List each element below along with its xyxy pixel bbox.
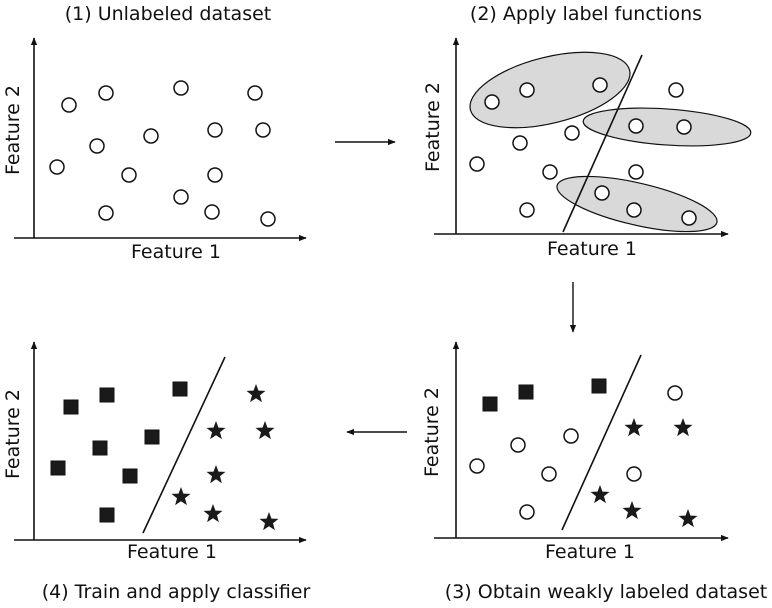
unlabeled-point-circle [519,82,535,98]
panel-4-separator-line [142,356,226,534]
unlabeled-point-circle [484,94,500,110]
class-a-point-square [99,507,115,523]
unlabeled-point-circle [512,135,528,151]
panel-2-y-label: Feature 2 [422,82,444,172]
class-b-point-star [624,418,644,437]
unlabeled-point-circle [628,118,644,134]
panel-weakly-labeled-dataset: Feature 1 Feature 2 (3) Obtain weakly la… [421,341,767,603]
unlabeled-point-circle [204,204,220,220]
unlabeled-point-circle [563,428,579,444]
unlabeled-point-circle [626,202,642,218]
class-a-point-square [144,429,160,445]
panel-3-separator-line [561,354,642,531]
unlabeled-point-circle [510,437,526,453]
panel-2-title: (2) Apply label functions [470,3,702,25]
class-a-point-square [482,396,498,412]
unlabeled-point-circle [541,466,557,482]
unlabeled-point-circle [98,85,114,101]
unlabeled-point-circle [681,210,697,226]
unlabeled-point-circle [260,211,276,227]
class-b-point-star [622,501,642,520]
panel-4-y-label: Feature 2 [2,389,24,479]
unlabeled-point-circle [667,385,683,401]
panel-3-title: (3) Obtain weakly labeled dataset [445,581,767,603]
unlabeled-point-circle [255,122,271,138]
label-function-region-1 [469,51,631,129]
unlabeled-point-circle [676,119,692,135]
unlabeled-point-circle [121,167,137,183]
label-function-region-2 [582,107,752,147]
unlabeled-point-circle [61,97,77,113]
unlabeled-point-circle [207,122,223,138]
class-b-point-star [246,384,266,403]
panel-1-x-label: Feature 1 [131,241,221,263]
unlabeled-point-circle [628,164,644,180]
unlabeled-point-circle [594,185,610,201]
panel-4-title: (4) Train and apply classifier [42,581,311,603]
unlabeled-point-circle [173,189,189,205]
class-a-point-square [518,384,534,400]
panel-4-points [50,381,279,531]
unlabeled-point-circle [469,156,485,172]
panel-apply-label-functions: (2) Apply label functions Feature 1 Feat… [422,3,752,260]
unlabeled-point-circle [143,128,159,144]
unlabeled-point-circle [98,205,114,221]
unlabeled-point-circle [173,80,189,96]
panel-2-separator-line [562,54,643,233]
unlabeled-point-circle [49,159,65,175]
class-a-point-square [92,440,108,456]
unlabeled-point-circle [89,138,105,154]
class-b-point-star [171,487,191,506]
panel-3-x-label: Feature 1 [545,541,635,563]
unlabeled-point-circle [592,77,608,93]
panel-4-x-label: Feature 1 [127,541,217,563]
class-a-point-square [172,381,188,397]
class-a-point-square [122,468,138,484]
panel-3-points [469,378,698,528]
class-b-point-star [206,465,226,484]
unlabeled-point-circle [519,504,535,520]
class-a-point-square [50,460,66,476]
panel-1-title: (1) Unlabeled dataset [65,3,271,25]
panel-1-points [49,80,276,227]
class-a-point-square [591,378,607,394]
class-b-point-star [206,421,226,440]
unlabeled-point-circle [668,82,684,98]
class-b-point-star [590,485,610,504]
class-a-point-square [63,399,79,415]
panel-unlabeled-dataset: (1) Unlabeled dataset Feature 1 Feature … [2,3,307,263]
unlabeled-point-circle [519,202,535,218]
panel-2-points [469,77,697,226]
unlabeled-point-circle [469,458,485,474]
unlabeled-point-circle [247,85,263,101]
class-a-point-square [99,387,115,403]
unlabeled-point-circle [626,466,642,482]
panel-1-y-label: Feature 2 [2,85,24,175]
unlabeled-point-circle [207,167,223,183]
class-b-point-star [255,421,275,440]
panel-2-x-label: Feature 1 [547,238,637,260]
unlabeled-point-circle [564,125,580,141]
class-b-point-star [673,418,693,437]
panel-train-and-apply-classifier: Feature 1 Feature 2 (4) Train and apply … [2,341,311,603]
panel-3-y-label: Feature 2 [421,387,443,477]
class-b-point-star [259,512,279,531]
class-b-point-star [678,509,698,528]
class-b-point-star [203,504,223,523]
unlabeled-point-circle [542,164,558,180]
